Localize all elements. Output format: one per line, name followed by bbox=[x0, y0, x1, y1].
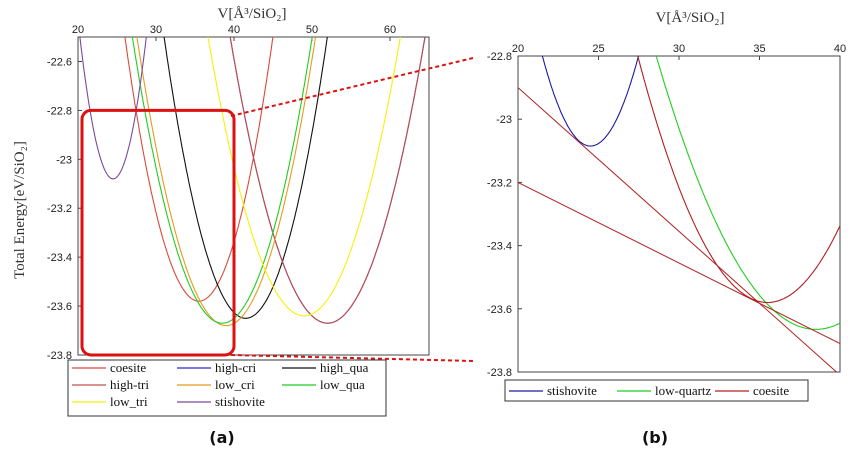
y-tick-label: -23.6 bbox=[47, 301, 72, 313]
x-tick-label: 40 bbox=[834, 43, 846, 55]
series-line-low-quartz bbox=[655, 56, 840, 330]
x-tick-label: 30 bbox=[150, 24, 162, 36]
legend-label-coesite: coesite bbox=[753, 383, 789, 398]
series-line-low-cri bbox=[136, 37, 317, 327]
panel-b-legend: stishovite low-quartz coesite bbox=[504, 379, 809, 402]
legend-label-low-qua: low_qua bbox=[320, 377, 365, 392]
x-tick-label: 25 bbox=[592, 43, 604, 55]
x-tick-label: 20 bbox=[72, 24, 84, 36]
legend-label-high-cri: high-cri bbox=[215, 360, 257, 375]
series-line-high-tri bbox=[229, 37, 426, 324]
series-line-coesite bbox=[124, 37, 274, 302]
y-tick-label: -23.4 bbox=[487, 241, 512, 253]
x-tick-label: 50 bbox=[306, 24, 318, 36]
legend-label-stishovite: stishovite bbox=[215, 394, 265, 409]
y-tick-label: -23.8 bbox=[47, 350, 72, 362]
zoom-connector-top bbox=[230, 57, 474, 117]
x-tick-label: 35 bbox=[753, 43, 765, 55]
series-line-high-cri bbox=[229, 37, 426, 324]
y-tick-label: -22.8 bbox=[487, 51, 512, 63]
panel-b: V[Å³/SiO₂] 20 25 30 35 40 -22.8 -23 -23.2 -23.4… bbox=[487, 10, 846, 447]
panel-a-y-ticks: -22.6 -22.8 -23 -23.2 -23.4 -23.6 -23.8 bbox=[47, 56, 82, 362]
y-tick-label: -23.4 bbox=[47, 252, 72, 264]
panel-a-curves bbox=[79, 37, 426, 327]
series-line-coesite bbox=[637, 56, 840, 304]
legend-label-coesite: coesite bbox=[110, 360, 146, 375]
y-tick-label: -23 bbox=[496, 114, 512, 126]
panel-b-curves bbox=[518, 56, 840, 372]
tangent-line-2 bbox=[518, 181, 840, 345]
zoom-connector-bottom bbox=[230, 354, 474, 362]
y-tick-label: -23 bbox=[56, 154, 72, 166]
panel-b-frame bbox=[517, 55, 841, 373]
legend-label-low-tri: low_tri bbox=[110, 394, 148, 409]
legend-label-high-qua: high_qua bbox=[320, 360, 369, 375]
legend-label-stishovite: stishovite bbox=[547, 383, 597, 398]
y-tick-label: -23.2 bbox=[487, 177, 512, 189]
y-tick-label: -23.8 bbox=[487, 367, 512, 379]
panel-a-frame bbox=[77, 36, 430, 356]
y-tick-label: -22.6 bbox=[47, 56, 72, 68]
zoom-box bbox=[80, 108, 236, 357]
series-line-stishovite bbox=[541, 56, 640, 147]
panel-b-legend-frame bbox=[504, 379, 809, 402]
y-tick-label: -23.6 bbox=[487, 304, 512, 316]
series-line-stishovite bbox=[79, 37, 147, 180]
x-tick-label: 20 bbox=[512, 43, 524, 55]
y-tick-label: -22.8 bbox=[47, 105, 72, 117]
tangent-line-1 bbox=[518, 87, 838, 372]
panel-a-legend-frame bbox=[67, 359, 387, 417]
panel-b-y-ticks: -22.8 -23 -23.2 -23.4 -23.6 -23.8 bbox=[487, 51, 522, 379]
panel-a: V[Å³/SiO₂] Total Energy[eV/SiO₂] 20 30 40 5… bbox=[12, 6, 430, 447]
series-line-high-qua bbox=[163, 37, 328, 319]
panel-a-y-title: Total Energy[eV/SiO₂] bbox=[12, 141, 28, 279]
panel-b-x-title: V[Å³/SiO₂] bbox=[656, 10, 725, 26]
panel-b-caption: (b) bbox=[642, 428, 668, 447]
y-tick-label: -23.2 bbox=[47, 203, 72, 215]
legend-label-low-cri: low_cri bbox=[215, 377, 255, 392]
legend-label-low-quartz: low-quartz bbox=[655, 383, 712, 398]
panel-a-x-title: V[Å³/SiO₂] bbox=[218, 6, 287, 22]
x-tick-label: 30 bbox=[673, 43, 685, 55]
panel-a-caption: (a) bbox=[209, 428, 234, 447]
series-line-low-qua bbox=[131, 37, 313, 324]
series-line-low-tri bbox=[207, 37, 401, 317]
panel-a-x-ticks: 20 30 40 50 60 bbox=[72, 24, 396, 41]
legend-label-high-tri: high-tri bbox=[110, 377, 149, 392]
panel-b-x-ticks: 20 25 30 35 40 bbox=[512, 43, 846, 60]
x-tick-label: 40 bbox=[228, 24, 240, 36]
x-tick-label: 60 bbox=[384, 24, 396, 36]
